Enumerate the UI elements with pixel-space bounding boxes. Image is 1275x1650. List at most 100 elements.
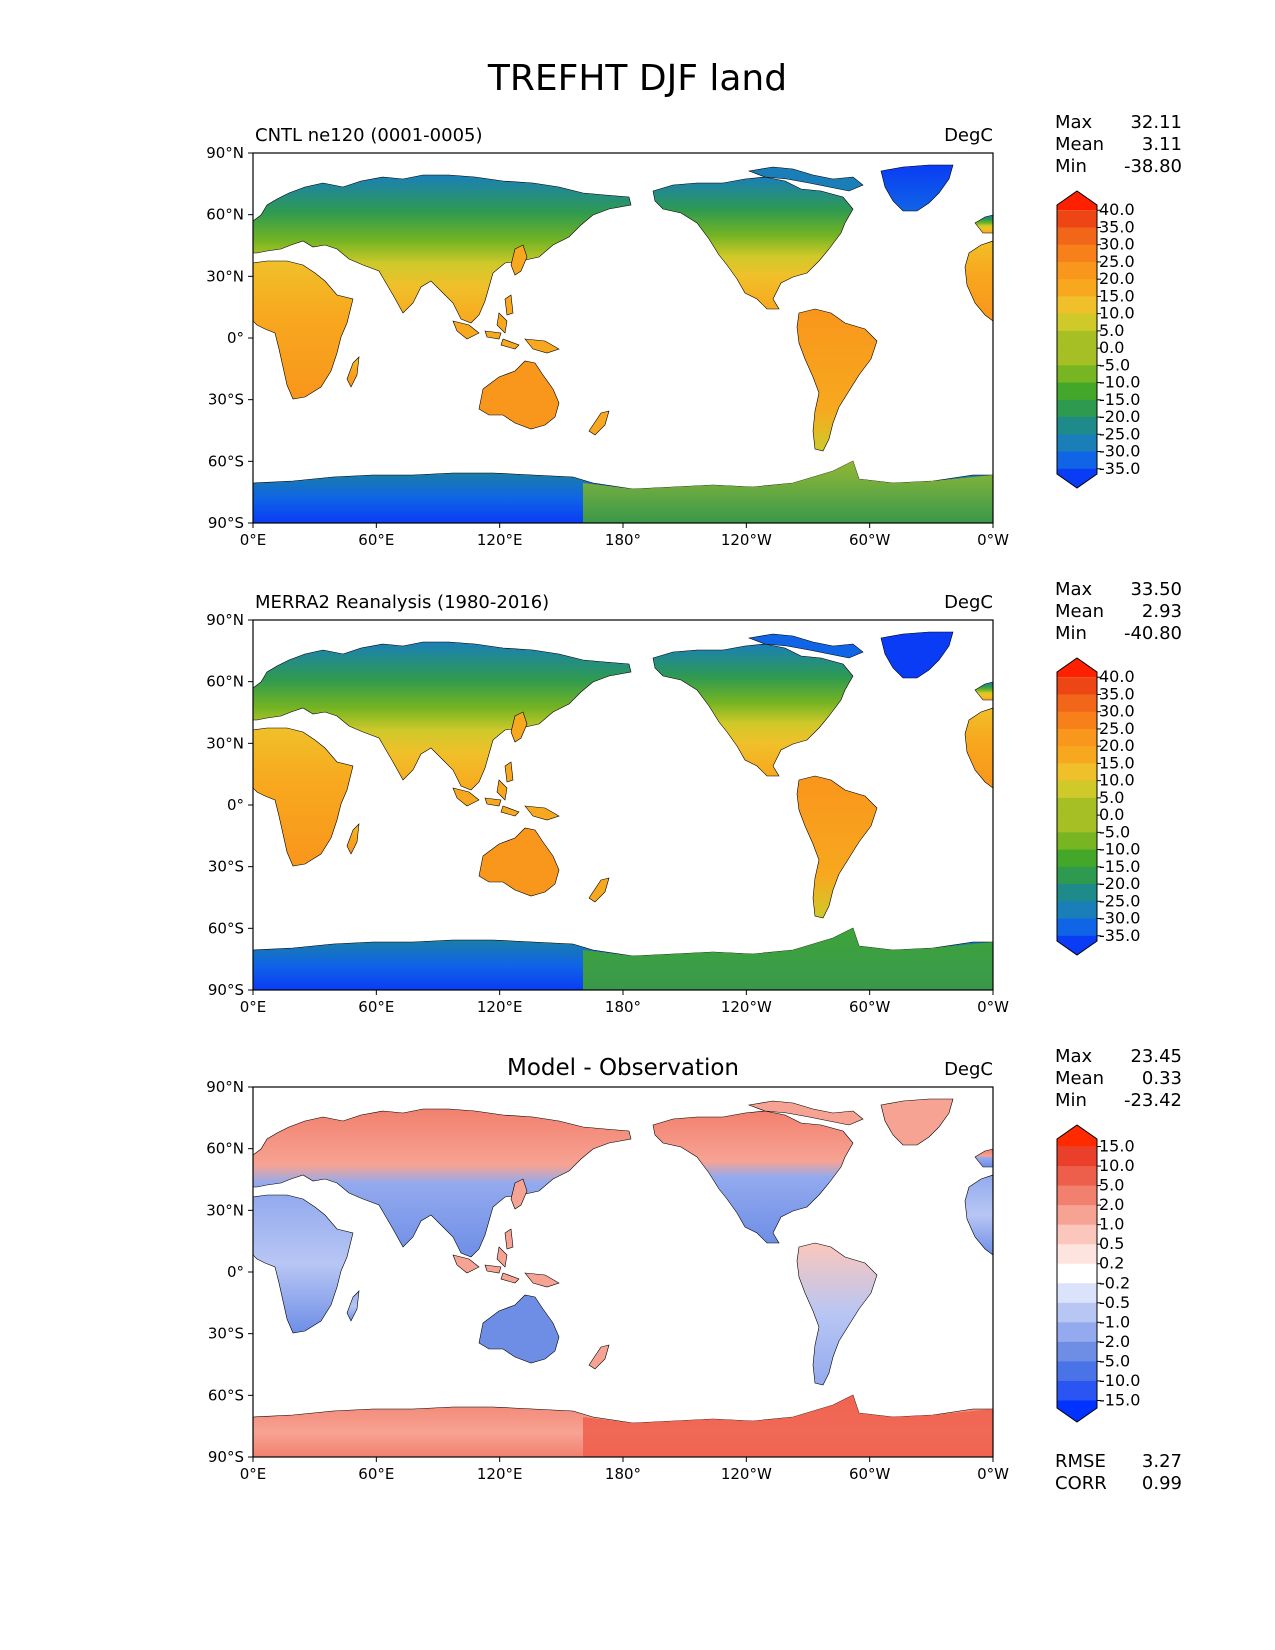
- land-newguinea: [524, 1272, 560, 1288]
- lat-tick-label: 60°N: [206, 206, 244, 224]
- lon-tick-label: 60°E: [358, 998, 394, 1016]
- colorbar-bin: [1057, 1244, 1097, 1265]
- colorbar-tick-label: 2.0: [1099, 1195, 1124, 1214]
- colorbar-bin: [1057, 365, 1097, 384]
- colorbar: 40.035.030.025.020.015.010.05.00.0-5.0-1…: [1056, 190, 1140, 489]
- colorbar-bin: [1057, 382, 1097, 401]
- land-newguinea: [524, 805, 560, 821]
- stat-label: Max: [1055, 579, 1093, 600]
- colorbar-bin: [1057, 658, 1097, 678]
- colorbar-bin: [1057, 210, 1097, 228]
- colorbar-tick-label: 25.0: [1099, 252, 1135, 271]
- colorbar: 40.035.030.025.020.015.010.05.00.0-5.0-1…: [1056, 657, 1140, 956]
- lat-tick-label: 90°N: [206, 1078, 244, 1096]
- land-greenland: [880, 1098, 954, 1146]
- colorbar-tick-label: 0.0: [1099, 338, 1124, 357]
- land-japan: [504, 244, 528, 316]
- colorbar-bin: [1057, 1263, 1097, 1284]
- map-panel-diff: Model - Observation DegC 90°N 60°N 30°N 0° 30°…: [206, 1046, 1182, 1494]
- lat-tick-label: 30°S: [208, 391, 244, 409]
- lon-tick-label: 60°W: [849, 998, 891, 1016]
- lon-tick-label: 120°W: [721, 1465, 772, 1483]
- stat-value: 2.93: [1142, 601, 1182, 622]
- colorbar-tick-label: -15.0: [1099, 1390, 1140, 1409]
- land-namerica: [652, 1110, 854, 1244]
- land-namerica: [652, 643, 854, 777]
- figure-title: TREFHT DJF land: [487, 58, 788, 99]
- lat-tick-label: 90°S: [208, 514, 244, 532]
- colorbar-bin: [1057, 815, 1097, 833]
- lon-tick-label: 180°: [605, 998, 641, 1016]
- colorbar-bin: [1057, 191, 1097, 211]
- stat-value: -38.80: [1124, 156, 1182, 177]
- colorbar-tick-label: 15.0: [1099, 286, 1135, 305]
- land-sea-islands: [452, 1246, 520, 1284]
- stat-value: 33.50: [1130, 579, 1182, 600]
- lat-tick-label: 90°N: [206, 611, 244, 629]
- land-greenland: [880, 164, 954, 212]
- colorbar-bin: [1057, 468, 1097, 488]
- colorbar-tick-label: 1.0: [1099, 1215, 1124, 1234]
- stat-label: Mean: [1055, 1068, 1104, 1089]
- land-iberia-edge: [974, 214, 993, 234]
- colorbar-bin: [1057, 849, 1097, 868]
- land-west-antarctica: [583, 461, 993, 523]
- lat-tick-label: 0°: [227, 1263, 244, 1281]
- panel-title: CNTL ne120 (0001-0005): [255, 125, 483, 146]
- land-nz: [588, 1344, 610, 1370]
- colorbar-bin: [1057, 918, 1097, 937]
- land-iberia-edge: [974, 681, 993, 701]
- colorbar-bin: [1057, 261, 1097, 280]
- lon-tick-label: 180°: [605, 1465, 641, 1483]
- land-arctic-isl: [747, 1100, 864, 1126]
- stat-value: 3.11: [1142, 134, 1182, 155]
- lat-tick-label: 0°: [227, 329, 244, 347]
- colorbar-tick-label: -15.0: [1099, 857, 1140, 876]
- colorbar-tick-label: -30.0: [1099, 442, 1140, 461]
- land-nz: [588, 877, 610, 903]
- colorbar-bin: [1057, 451, 1097, 470]
- colorbar-tick-label: 15.0: [1099, 1137, 1135, 1156]
- colorbar-tick-label: 35.0: [1099, 217, 1135, 236]
- lon-tick-label: 0°W: [977, 998, 1009, 1016]
- land-newguinea: [524, 338, 560, 354]
- colorbar-tick-label: -25.0: [1099, 424, 1140, 443]
- colorbar-tick-label: 0.0: [1099, 805, 1124, 824]
- colorbar-bin: [1057, 1146, 1097, 1167]
- lat-tick-label: 90°N: [206, 144, 244, 162]
- lat-tick-label: 30°N: [206, 267, 244, 285]
- panel-units: DegC: [944, 592, 993, 613]
- lat-tick-label: 30°S: [208, 858, 244, 876]
- land-west-antarctica: [583, 1395, 993, 1457]
- stat-value: 0.33: [1142, 1068, 1182, 1089]
- colorbar-bin: [1057, 1361, 1097, 1382]
- colorbar-tick-label: -20.0: [1099, 874, 1140, 893]
- stat-label: Min: [1055, 1090, 1087, 1111]
- land-africa-east-edge: [964, 240, 993, 322]
- stat-value: -40.80: [1124, 623, 1182, 644]
- map-panel-ref: MERRA2 Reanalysis (1980-2016) DegC 90°N 60°…: [206, 579, 1182, 1016]
- panel-units: DegC: [944, 1059, 993, 1080]
- colorbar-tick-label: 5.0: [1099, 321, 1124, 340]
- lat-tick-label: 90°S: [208, 981, 244, 999]
- land-samerica: [796, 775, 878, 919]
- land-australia: [478, 360, 560, 430]
- colorbar-bin: [1057, 711, 1097, 730]
- colorbar-tick-label: 20.0: [1099, 269, 1135, 288]
- colorbar-bin: [1057, 434, 1097, 453]
- colorbar-bin: [1057, 832, 1097, 851]
- colorbar-tick-label: 0.2: [1099, 1254, 1124, 1273]
- colorbar-bin: [1057, 797, 1097, 816]
- colorbar-bin: [1057, 399, 1097, 418]
- colorbar-tick-label: -35.0: [1099, 926, 1140, 945]
- colorbar-tick-label: -5.0: [1099, 355, 1130, 374]
- colorbar-tick-label: -10.0: [1099, 1371, 1140, 1390]
- lat-tick-label: 60°N: [206, 1140, 244, 1158]
- land-australia: [478, 827, 560, 897]
- colorbar-tick-label: -25.0: [1099, 891, 1140, 910]
- colorbar-bin: [1057, 313, 1097, 332]
- lon-tick-label: 60°W: [849, 1465, 891, 1483]
- land-madagascar: [346, 823, 360, 855]
- metric-value: 0.99: [1142, 1473, 1182, 1494]
